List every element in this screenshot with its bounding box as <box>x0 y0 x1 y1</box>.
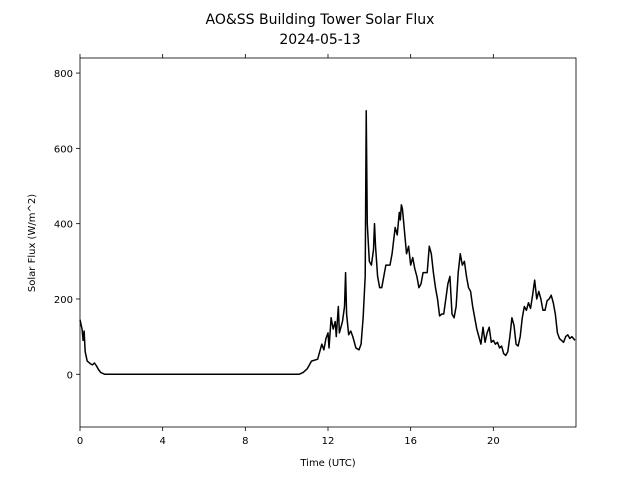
x-tick-label: 20 <box>487 436 500 447</box>
x-tick-label: 12 <box>322 436 335 447</box>
y-tick-label: 0 <box>67 370 73 381</box>
y-tick-label: 400 <box>54 220 73 231</box>
y-tick-label: 800 <box>54 69 73 80</box>
chart-subtitle: 2024-05-13 <box>279 32 360 48</box>
x-tick-label: 8 <box>242 436 248 447</box>
x-tick-label: 16 <box>404 436 417 447</box>
plot-frame <box>79 57 577 428</box>
x-axis-label: Time (UTC) <box>299 458 355 469</box>
x-tick-label: 4 <box>159 436 165 447</box>
x-tick-label: 0 <box>77 436 83 447</box>
y-tick-label: 200 <box>54 295 73 306</box>
y-axis-label: Solar Flux (W/m^2) <box>27 194 38 292</box>
y-tick-label: 600 <box>54 144 73 155</box>
chart-title: AO&SS Building Tower Solar Flux <box>206 12 435 28</box>
data-line <box>79 109 576 376</box>
